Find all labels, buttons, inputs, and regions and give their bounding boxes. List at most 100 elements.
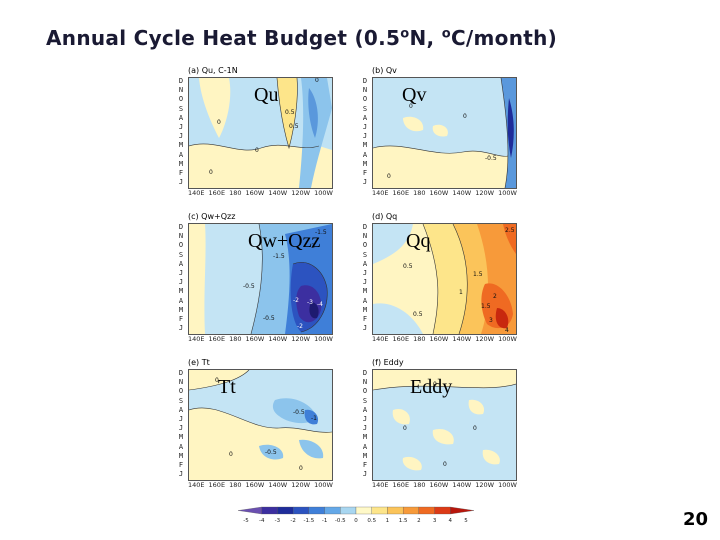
month-tick: J — [178, 415, 184, 424]
month-tick: J — [178, 178, 184, 187]
month-tick: M — [178, 141, 184, 150]
month-tick: A — [362, 405, 368, 414]
lon-tick: 160W — [429, 481, 449, 489]
month-tick: S — [178, 104, 184, 113]
month-tick: N — [362, 232, 368, 241]
overlay-label-eddy: Eddy — [410, 376, 453, 398]
contour-label: 0.5 — [289, 123, 299, 130]
contour-label: 1.5 — [473, 271, 483, 278]
month-tick: O — [362, 387, 368, 396]
lon-tick: 160W — [245, 189, 265, 197]
colorbar-tick-label: -5 — [243, 518, 249, 524]
panel-subtitle: (e) Tt — [188, 358, 210, 367]
contour-line — [189, 370, 250, 391]
field-warm — [392, 408, 410, 425]
month-tick: J — [362, 324, 368, 333]
colorbar-swatch — [277, 506, 294, 515]
contour-line — [422, 224, 439, 334]
contour-line — [500, 78, 509, 188]
field-cool — [308, 88, 318, 138]
contour-label: 0.5 — [413, 311, 423, 318]
month-tick: S — [362, 250, 368, 259]
overlay-label-qwqzz: Qw+Qzz — [248, 230, 321, 252]
month-tick: J — [362, 178, 368, 187]
colorbar-swatch — [418, 506, 435, 515]
month-tick: J — [178, 132, 184, 141]
lon-tick: 140W — [268, 189, 288, 197]
lon-tick: 140W — [452, 189, 472, 197]
lon-tick: 140E — [188, 481, 205, 489]
contour-label: 0 — [463, 113, 467, 120]
month-tick: J — [362, 470, 368, 479]
month-tick: M — [362, 305, 368, 314]
field-warm — [432, 428, 454, 445]
month-tick: N — [178, 232, 184, 241]
month-tick: J — [362, 415, 368, 424]
contour-label: -2 — [297, 323, 303, 330]
field-warm — [277, 78, 298, 148]
field-hotter — [503, 224, 516, 254]
field-cold — [507, 98, 514, 158]
contour-label: 0 — [409, 103, 413, 110]
contour-label: 0 — [229, 451, 233, 458]
heatmap-svg: -1.5 -2 -1.5 -0.5 -2 -3 -4 -2 -0.5 — [189, 224, 332, 334]
colorbar-swatch — [324, 506, 341, 515]
lon-tick: 120W — [291, 189, 311, 197]
panel-subtitle: (f) Eddy — [372, 358, 404, 367]
month-tick: A — [178, 113, 184, 122]
month-tick: J — [178, 278, 184, 287]
month-tick: A — [362, 150, 368, 159]
month-tick: S — [178, 396, 184, 405]
field-warm — [199, 78, 231, 138]
lon-tick: 100W — [314, 335, 333, 343]
month-tick: A — [178, 150, 184, 159]
month-tick: N — [362, 378, 368, 387]
lon-tick: 160W — [429, 335, 449, 343]
month-tick: S — [362, 104, 368, 113]
colorbar-labels: -5 -4 -3 -2 -1.5 -1 -0.5 0 0.5 1 1.5 2 3 4 5 — [243, 518, 468, 524]
overlay-label-qv: Qv — [402, 84, 427, 106]
lon-tick: 120W — [291, 481, 311, 489]
field-warm — [373, 145, 508, 188]
colorbar-tick-label: 5 — [464, 518, 468, 524]
month-tick: A — [362, 442, 368, 451]
field-cool — [259, 444, 284, 460]
lon-axis: 140E 160E 180 160W 140W 120W 100W — [188, 189, 333, 197]
contour-label: 0 — [315, 78, 319, 84]
month-tick: N — [178, 86, 184, 95]
field-warm — [432, 124, 448, 137]
heatmap-svg: 2.5 0.5 1.5 1 2 1.5 0.5 3 4 — [373, 224, 516, 334]
month-tick: D — [178, 77, 184, 85]
overlay-label-tt: Tt — [218, 376, 236, 398]
colorbar-tick-label: 3 — [433, 518, 437, 524]
colorbar-tick-label: 4 — [449, 518, 453, 524]
month-tick: M — [362, 287, 368, 296]
panel-subtitle: (c) Qw+Qzz — [188, 212, 236, 221]
field-cool — [373, 224, 413, 264]
contour-label: 0 — [255, 147, 259, 154]
panel-subtitle: (a) Qu, C-1N — [188, 66, 238, 75]
contour-label: -0.5 — [263, 315, 275, 322]
lon-axis: 140E 160E 180 160W 140W 120W 100W — [372, 189, 517, 197]
contour-label: 0.5 — [403, 263, 413, 270]
month-tick: D — [178, 223, 184, 231]
contour-line — [292, 262, 328, 333]
contour-label: 2.5 — [505, 227, 515, 234]
contour-line — [373, 145, 509, 157]
lon-tick: 160E — [392, 481, 410, 489]
contour-label: -1.5 — [315, 229, 327, 236]
slide-title: Annual Cycle Heat Budget (0.5oN, oC/mont… — [46, 26, 558, 50]
month-tick: S — [178, 250, 184, 259]
lon-axis: 140E 160E 180 160W 140W 120W 100W — [372, 335, 517, 343]
contour-label: 1 — [459, 289, 463, 296]
contour-label: 4 — [505, 327, 509, 334]
month-tick: A — [178, 259, 184, 268]
lon-tick: 100W — [314, 481, 333, 489]
field-warm — [189, 370, 249, 390]
contour-label: 0.5 — [285, 109, 295, 116]
heatmap-plot: 0 -0.5 -1 0 -0.5 0 — [188, 369, 333, 481]
colorbar: -5 -4 -3 -2 -1.5 -1 -0.5 0 0.5 1 1.5 2 3 4 5 — [237, 506, 475, 524]
